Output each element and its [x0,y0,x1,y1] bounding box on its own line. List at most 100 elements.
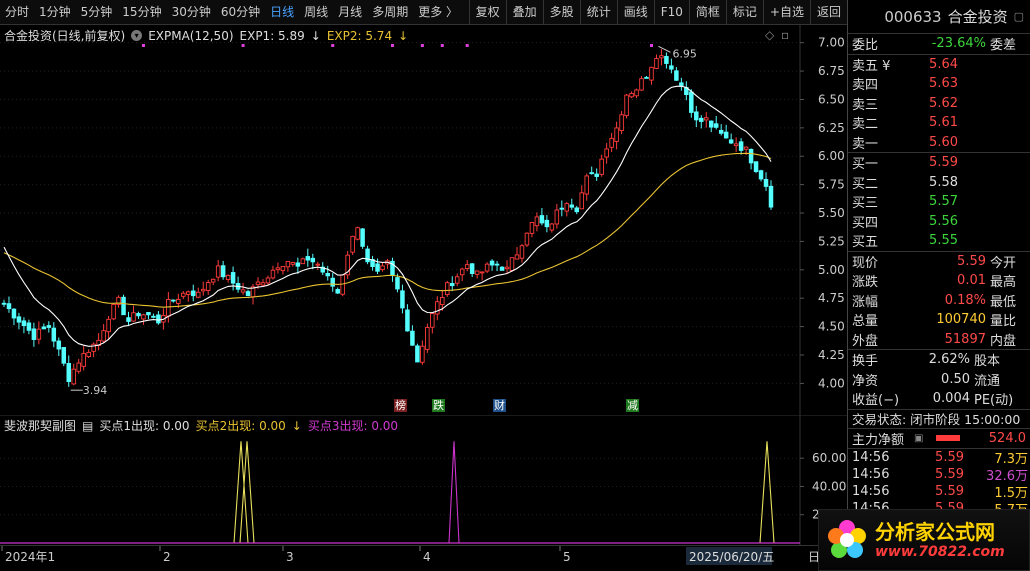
stock-code: 000633 [884,7,942,26]
tool-button[interactable]: F10 [653,0,689,25]
subchart-config-icon[interactable]: ▤ [82,418,94,433]
signal-dot [440,44,444,47]
tool-button[interactable]: 画线 [616,0,654,25]
tool-button[interactable]: 多股 [542,0,580,25]
candle-body [285,261,291,268]
price-axis-label: 4.50 [818,320,845,334]
candle-body [345,254,350,276]
candle-body [589,172,594,175]
period-tab[interactable]: 日线 [270,4,295,19]
quote-value: 0.01 [957,273,986,289]
period-tab[interactable]: 1分钟 [39,4,71,19]
candle-body [689,91,694,113]
candle-body [126,317,131,322]
candle-body [494,263,500,266]
candle-body [240,289,246,293]
kline-chart[interactable]: 7.00 6.75 6.50 6.25 6.00 5.75 5.50 5.25 5.00 4.75… [0,25,847,415]
period-tab[interactable]: 30分钟 [171,4,211,19]
stock-menu-icon[interactable]: ▢ [1013,10,1024,23]
indicator-toggle-icon[interactable]: ▾ [131,30,143,41]
tool-button[interactable]: 叠加 [505,0,543,25]
candle-body [260,282,266,286]
bid-price: 5.57 [929,194,958,210]
candle-body [136,312,141,317]
candle-body [310,257,316,263]
main-legend: 合金投资(日线,前复权) ▾ EXPMA(12,50) EXP1: 5.89 ↓… [4,27,408,44]
period-tab[interactable]: 15分钟 [122,4,162,19]
period-tab[interactable]: 更多 〉 [418,4,459,19]
tick-list[interactable]: 14:56 5.59 7.3万 14:56 5.59 32.6万 14:56 5.59 1.5万… [848,447,1030,518]
candle-body [61,347,67,364]
candle-body [76,362,81,372]
ask-label: 卖一 [852,136,879,152]
time-axis-label: 3 [286,550,294,564]
tick-volume: 32.6万 [986,468,1028,484]
candle-body [674,70,679,81]
candle-body [186,291,191,295]
candle-body [544,219,550,228]
tool-button[interactable]: 标记 [725,0,763,25]
period-tab[interactable]: 多周期 [372,4,409,19]
trade-status: 交易状态: 闭市阶段 15:00:00 [848,408,1030,429]
candle-body [435,301,440,315]
tool-button[interactable]: +自选 [762,0,810,25]
candle-body [11,308,17,319]
ask-label: 卖二 [852,117,879,133]
tag-jian[interactable]: 减 [626,399,639,412]
period-tab[interactable]: 月线 [338,4,363,19]
candle-body [166,299,171,317]
candle-body [679,82,684,86]
candle-body [26,322,32,331]
candle-body [713,123,719,128]
high-label: 6.95 [672,47,697,60]
logo-text: 分析家公式网 www.70822.com [875,520,1005,560]
candle-body [539,215,545,224]
price-axis-label: 5.00 [818,263,845,277]
ask-price: 5.62 [929,95,958,111]
quote-row: 现价 5.59 今开 [848,252,1030,272]
candle-body [639,78,644,91]
tool-button[interactable]: 统计 [579,0,617,25]
candle-body [400,290,405,309]
candle-body [230,272,236,284]
indicator-name[interactable]: EXPMA(12,50) [148,28,234,43]
candle-body [629,92,634,98]
exp2-value: EXP2: 5.74 [326,28,393,43]
chart-close-icon[interactable]: ▫ [781,28,790,42]
time-axis-svg: 2024年1 2 3 4 5 2025/06/20/五 日 [1,546,820,565]
tick-price: 5.59 [935,449,964,465]
candle-body [474,270,480,275]
candle-body [599,158,604,175]
price-axis-label: 5.75 [818,178,845,192]
period-tab[interactable]: 分时 [5,4,30,19]
tool-button[interactable]: 返回 [809,0,847,25]
chart-settings-icon[interactable]: ◇ [765,28,775,42]
candle-body [499,266,505,271]
candle-body [459,268,465,276]
candle-body [559,207,565,210]
ask-level: 卖三 5.62 [848,94,1030,114]
tag-bang[interactable]: 榜 [394,399,407,412]
candle-body [365,248,370,263]
kline-svg[interactable]: 7.00 6.75 6.50 6.25 6.00 5.75 5.50 5.25 5.00 4.75… [0,25,847,415]
subchart-axis-label: 60.00 [812,451,846,465]
tool-button[interactable]: 复权 [468,0,506,25]
tag-cai[interactable]: 财 [493,399,506,412]
signal-dot [241,44,245,47]
main-net-bar [936,435,960,442]
candle-body [81,352,86,367]
tool-button[interactable]: 简框 [688,0,726,25]
period-tab[interactable]: 5分钟 [80,4,113,19]
main-net-icon[interactable]: ▣ [914,432,924,444]
period-tab[interactable]: 60分钟 [220,4,261,19]
period-tab[interactable]: 周线 [304,4,329,19]
tag-die[interactable]: 跌 [432,399,445,412]
candle-body [694,111,699,121]
candle-body [195,291,201,298]
quote-row: 涨幅 0.18% 最低 [848,291,1030,311]
stats-block: 换手 2.62% 股本 净资 0.50 流通 收益(−) 0.004 PE(动) [848,349,1030,409]
price-axis-label: 6.75 [818,64,845,78]
candle-body [614,127,619,142]
